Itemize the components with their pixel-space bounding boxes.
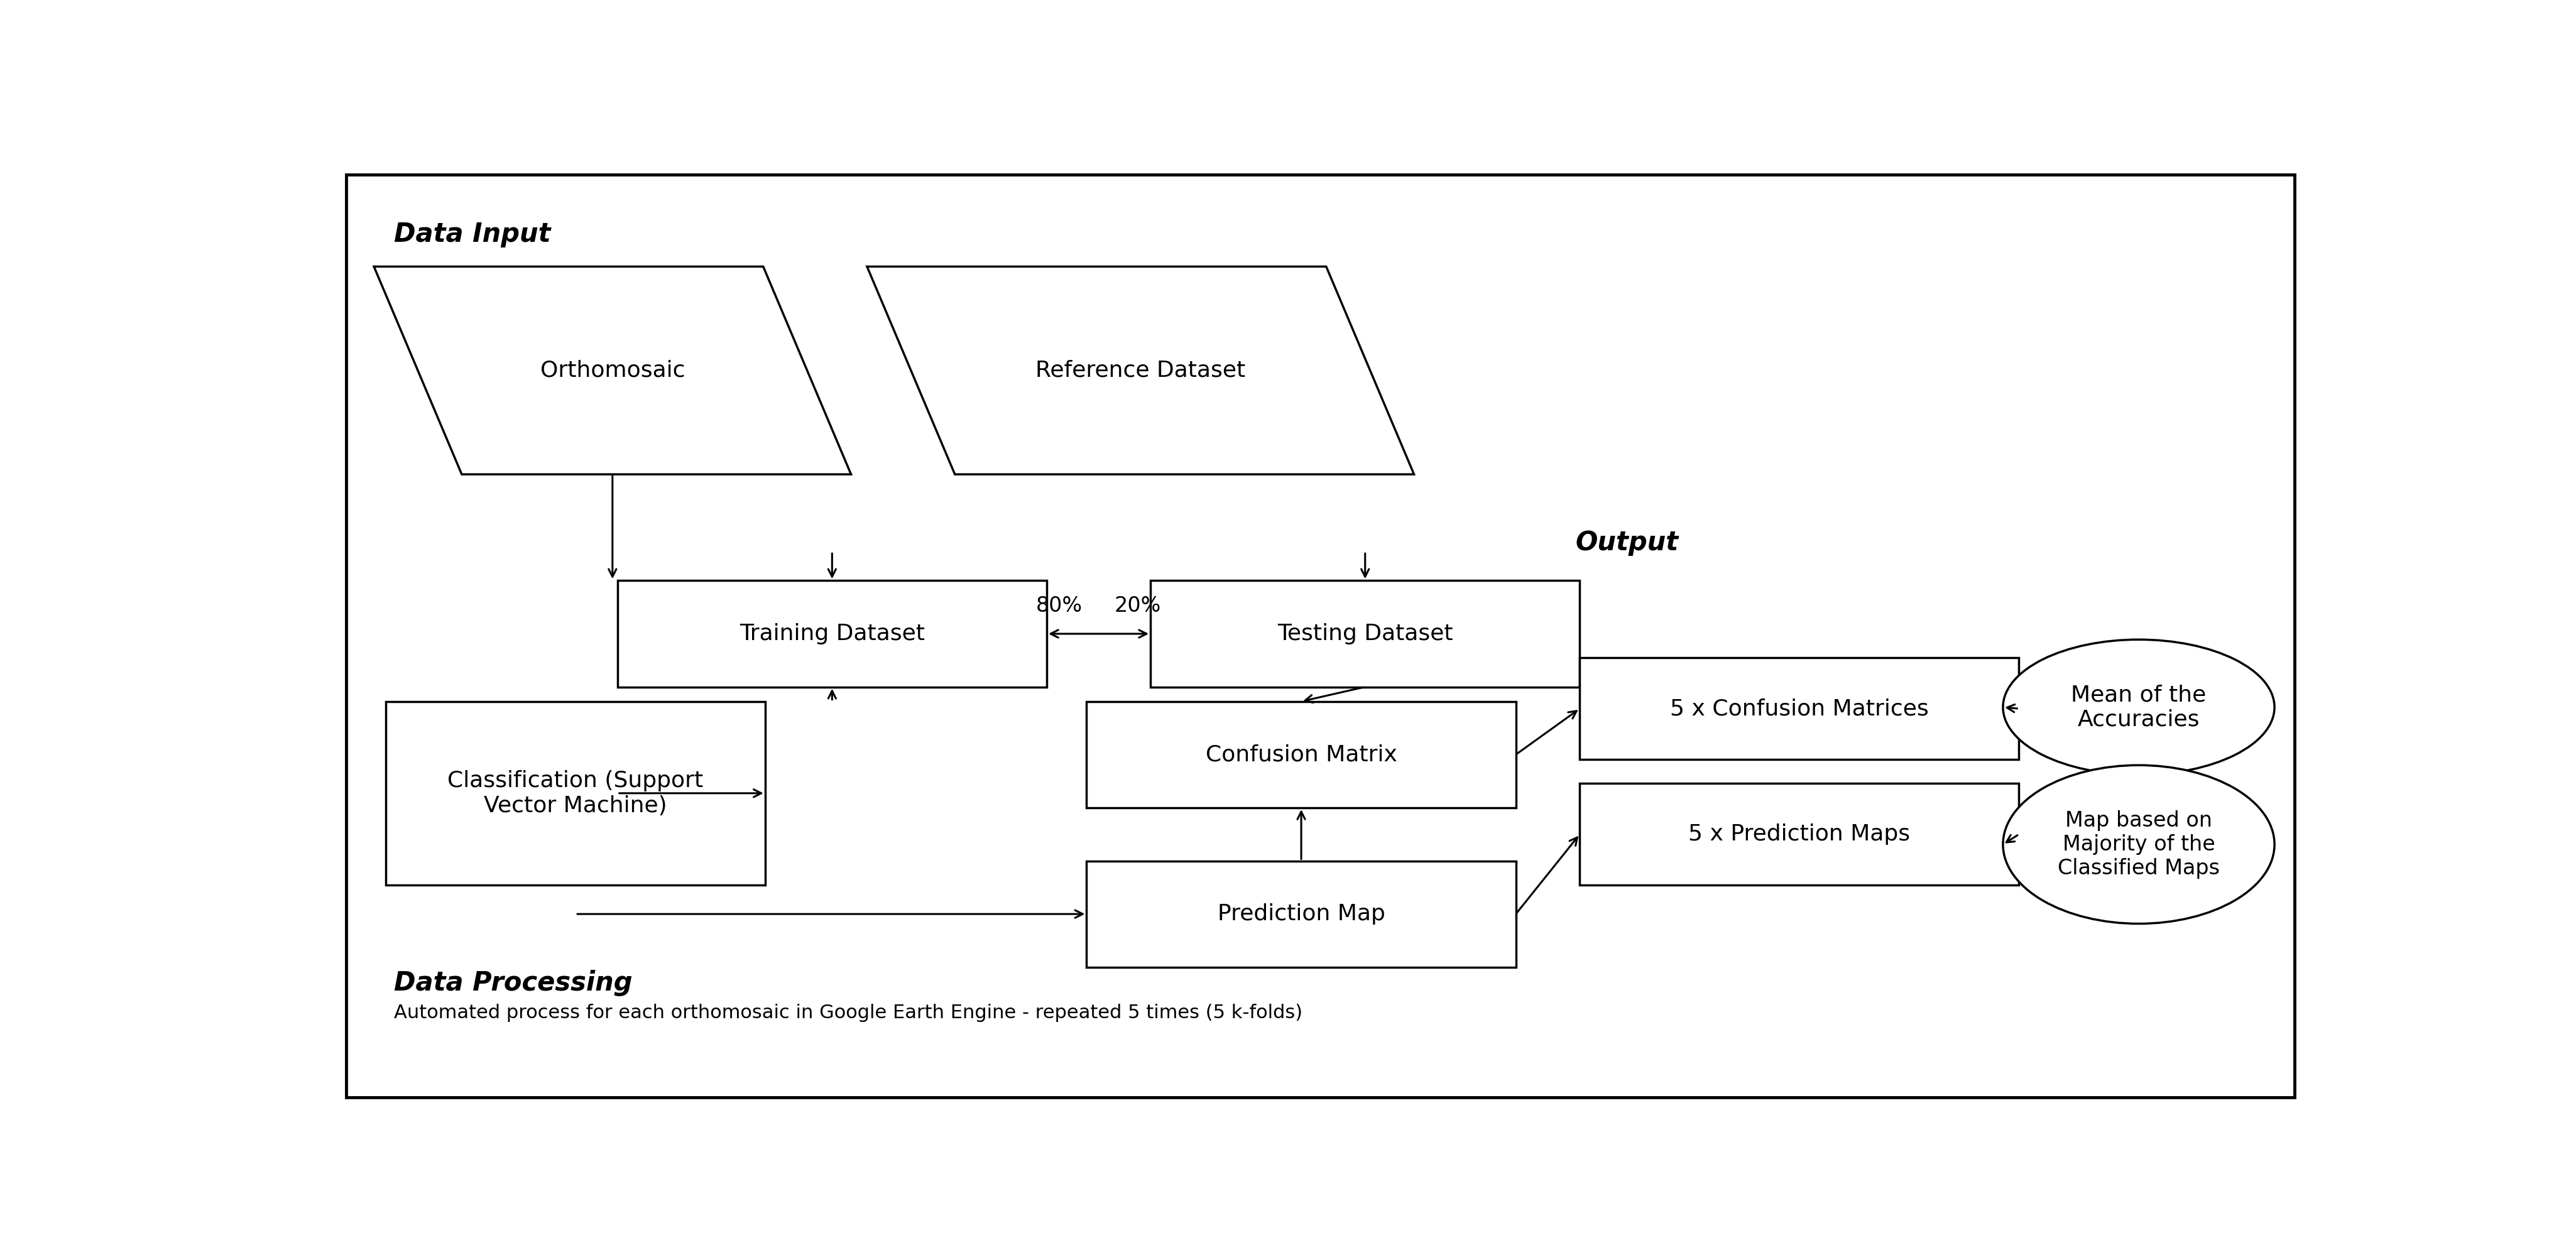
- Text: Data Input: Data Input: [394, 221, 551, 247]
- Text: Classification (Support
Vector Machine): Classification (Support Vector Machine): [448, 771, 703, 816]
- Text: Training Dataset: Training Dataset: [739, 622, 925, 645]
- FancyBboxPatch shape: [1087, 861, 1515, 968]
- Text: Mean of the
Accuracies: Mean of the Accuracies: [2071, 684, 2205, 730]
- FancyBboxPatch shape: [386, 702, 765, 885]
- Text: Data Processing: Data Processing: [394, 970, 631, 996]
- Text: 20%: 20%: [1115, 596, 1162, 616]
- FancyBboxPatch shape: [1087, 702, 1515, 808]
- FancyBboxPatch shape: [1579, 658, 2020, 759]
- Text: Reference Dataset: Reference Dataset: [1036, 360, 1247, 382]
- Text: Orthomosaic: Orthomosaic: [541, 360, 685, 382]
- Ellipse shape: [2004, 766, 2275, 924]
- Polygon shape: [374, 266, 850, 474]
- Text: 5 x Confusion Matrices: 5 x Confusion Matrices: [1669, 698, 1929, 719]
- Polygon shape: [868, 266, 1414, 474]
- Text: 80%: 80%: [1036, 596, 1082, 616]
- FancyBboxPatch shape: [345, 174, 2295, 1098]
- Text: Output: Output: [1577, 530, 1680, 556]
- Text: Map based on
Majority of the
Classified Maps: Map based on Majority of the Classified …: [2058, 809, 2221, 878]
- Text: 5 x Prediction Maps: 5 x Prediction Maps: [1687, 823, 1911, 845]
- Ellipse shape: [2004, 640, 2275, 774]
- Text: Testing Dataset: Testing Dataset: [1278, 622, 1453, 645]
- FancyBboxPatch shape: [618, 581, 1046, 686]
- Text: Confusion Matrix: Confusion Matrix: [1206, 744, 1396, 766]
- FancyBboxPatch shape: [1579, 783, 2020, 885]
- FancyBboxPatch shape: [1151, 581, 1579, 686]
- Text: Automated process for each orthomosaic in Google Earth Engine - repeated 5 times: Automated process for each orthomosaic i…: [394, 1004, 1303, 1023]
- Text: Prediction Map: Prediction Map: [1218, 904, 1386, 925]
